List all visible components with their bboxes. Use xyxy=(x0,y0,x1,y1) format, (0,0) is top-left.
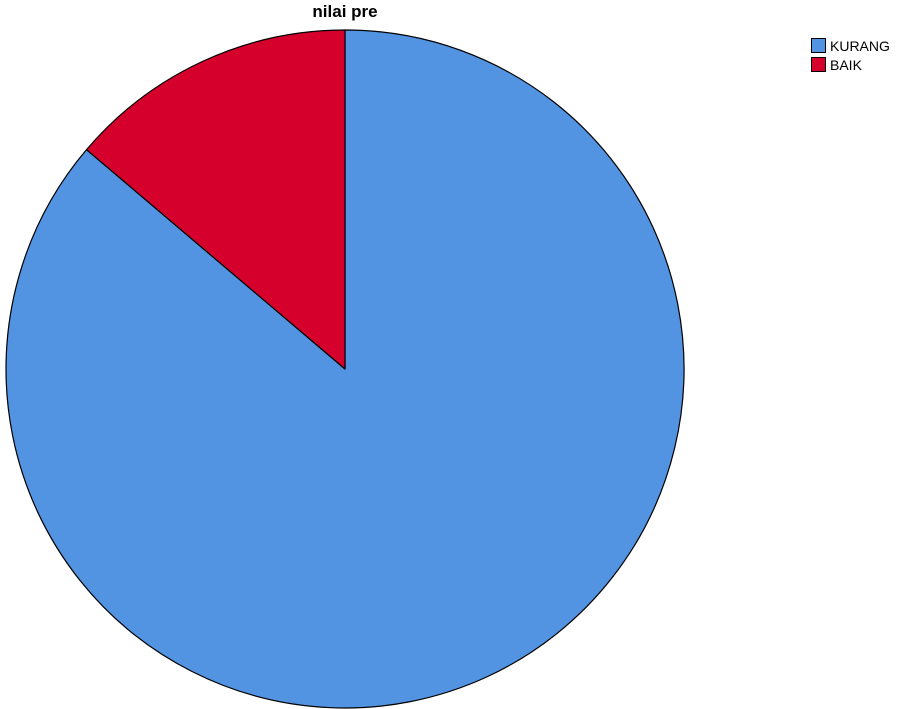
legend-label: KURANG xyxy=(830,37,890,54)
legend-item-kurang: KURANG xyxy=(811,36,890,55)
legend-swatch xyxy=(811,57,826,72)
legend-swatch xyxy=(811,38,826,53)
legend-item-baik: BAIK xyxy=(811,55,890,74)
chart-title: nilai pre xyxy=(312,2,378,21)
pie-slices xyxy=(5,29,685,709)
legend-label: BAIK xyxy=(830,56,862,73)
pie-slice-baik xyxy=(85,29,346,370)
legend: KURANG BAIK xyxy=(811,36,890,74)
